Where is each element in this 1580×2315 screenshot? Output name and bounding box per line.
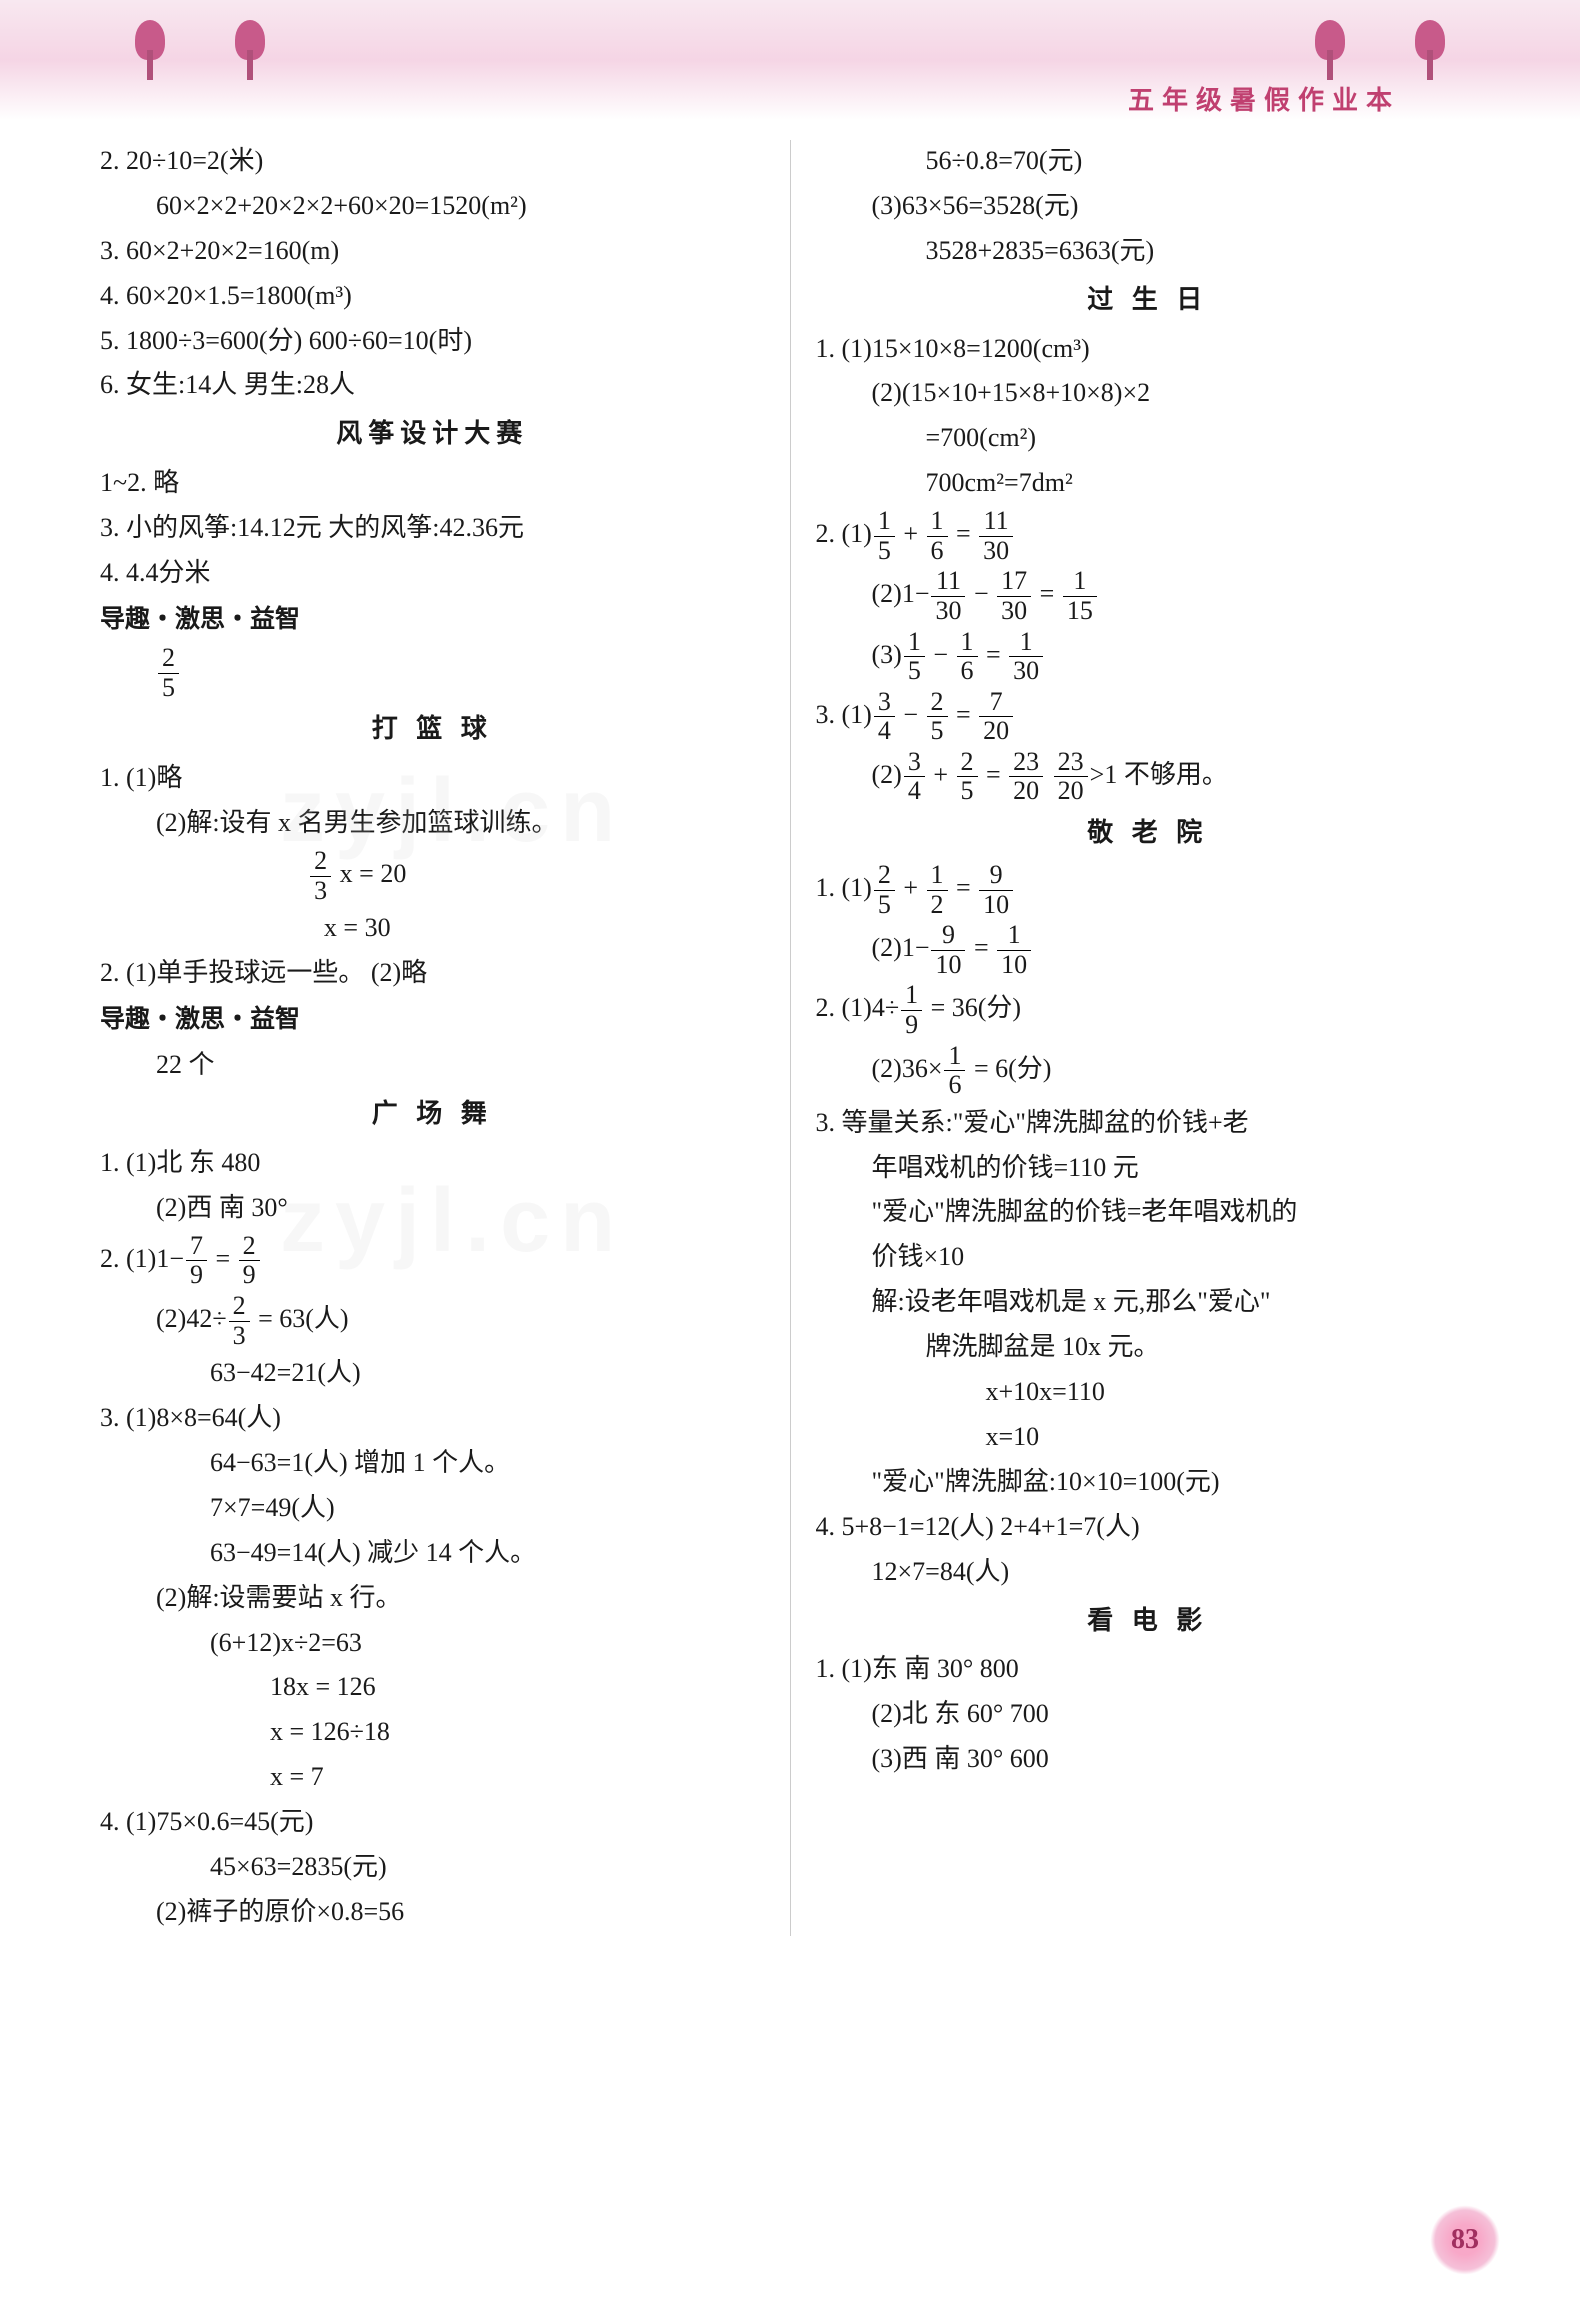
- text-line: 12×7=84(人): [816, 1551, 1481, 1594]
- page-header-title: 五年级暑假作业本: [1128, 80, 1400, 117]
- text-line: 5. 1800÷3=600(分) 600÷60=10(时): [100, 320, 765, 363]
- text-line: 56÷0.8=70(元): [816, 140, 1481, 183]
- equation-line: x = 30: [100, 907, 765, 950]
- text-line: 1~2. 略: [100, 462, 765, 505]
- text-line: 4. 60×20×1.5=1800(m³): [100, 275, 765, 318]
- text-line: (2)北 东 60° 700: [816, 1693, 1481, 1736]
- equation-line: 1. (1)25 + 12 = 910: [816, 861, 1481, 919]
- text-line: 解:设老年唱戏机是 x 元,那么"爱心": [816, 1281, 1481, 1324]
- text-line: 3. 等量关系:"爱心"牌洗脚盆的价钱+老: [816, 1102, 1481, 1145]
- section-heading: 广 场 舞: [100, 1093, 765, 1136]
- section-heading: 打 篮 球: [100, 708, 765, 751]
- tree-decoration: [1410, 20, 1450, 80]
- text-line: (2)裤子的原价×0.8=56: [100, 1891, 765, 1934]
- right-column: 56÷0.8=70(元) (3)63×56=3528(元) 3528+2835=…: [796, 140, 1501, 1936]
- text-line: 4. (1)75×0.6=45(元): [100, 1801, 765, 1844]
- equation-line: 2. (1)4÷19 = 36(分): [816, 981, 1481, 1039]
- tree-decoration: [1310, 20, 1350, 80]
- page-number-text: 83: [1451, 2224, 1479, 2256]
- text-line: 63−49=14(人) 减少 14 个人。: [100, 1532, 765, 1575]
- tree-decoration: [230, 20, 270, 80]
- text-line: (2)解:设需要站 x 行。: [100, 1577, 765, 1620]
- text-line: x+10x=110: [816, 1371, 1481, 1414]
- text-line: =700(cm²): [816, 417, 1481, 460]
- text-line: 18x = 126: [100, 1666, 765, 1709]
- equation-line: (2)1−1130 − 1730 = 115: [816, 567, 1481, 625]
- text-line: 3. (1)8×8=64(人): [100, 1397, 765, 1440]
- text-line: 年唱戏机的价钱=110 元: [816, 1147, 1481, 1190]
- fraction-line: 25: [100, 644, 765, 702]
- text-line: "爱心"牌洗脚盆:10×10=100(元): [816, 1461, 1481, 1504]
- text-line: 4. 5+8−1=12(人) 2+4+1=7(人): [816, 1506, 1481, 1549]
- text-line: 牌洗脚盆是 10x 元。: [816, 1326, 1481, 1369]
- text-line: 价钱×10: [816, 1236, 1481, 1279]
- page-number-badge: 83: [1430, 2205, 1500, 2275]
- section-heading: 风筝设计大赛: [100, 413, 765, 456]
- sub-heading: 导趣・激思・益智: [100, 599, 765, 640]
- text-line: 45×63=2835(元): [100, 1846, 765, 1889]
- text-line: 3528+2835=6363(元): [816, 230, 1481, 273]
- text-line: 3. 60×2+20×2=160(m): [100, 230, 765, 273]
- text-line: (2)解:设有 x 名男生参加篮球训练。: [100, 802, 765, 845]
- text-line: 1. (1)东 南 30° 800: [816, 1648, 1481, 1691]
- text-line: 1. (1)北 东 480: [100, 1142, 765, 1185]
- text-line: (2)西 南 30°: [100, 1187, 765, 1230]
- text-line: 64−63=1(人) 增加 1 个人。: [100, 1442, 765, 1485]
- equation-line: 23 x = 20: [100, 847, 765, 905]
- text-line: x = 126÷18: [100, 1711, 765, 1754]
- column-divider: [790, 140, 791, 1936]
- text-line: 6. 女生:14人 男生:28人: [100, 364, 765, 407]
- text-line: x=10: [816, 1416, 1481, 1459]
- section-heading: 过 生 日: [816, 279, 1481, 322]
- text-line: 3. 小的风筝:14.12元 大的风筝:42.36元: [100, 507, 765, 550]
- text-line: 2. (1)单手投球远一些。 (2)略: [100, 952, 765, 995]
- text-line: 2. 20÷10=2(米): [100, 140, 765, 183]
- equation-line: (2)36×16 = 6(分): [816, 1042, 1481, 1100]
- section-heading: 敬 老 院: [816, 812, 1481, 855]
- text-line: (6+12)x÷2=63: [100, 1622, 765, 1665]
- text-line: 1. (1)15×10×8=1200(cm³): [816, 328, 1481, 371]
- equation-line: 3. (1)34 − 25 = 720: [816, 688, 1481, 746]
- equation-line: 2. (1)15 + 16 = 1130: [816, 507, 1481, 565]
- text-line: 700cm²=7dm²: [816, 462, 1481, 505]
- text-line: (3)西 南 30° 600: [816, 1738, 1481, 1781]
- tree-decoration: [130, 20, 170, 80]
- sub-heading: 导趣・激思・益智: [100, 999, 765, 1040]
- equation-line: 2. (1)1−79 = 29: [100, 1232, 765, 1290]
- left-column: 2. 20÷10=2(米) 60×2×2+20×2×2+60×20=1520(m…: [80, 140, 785, 1936]
- content-area: 2. 20÷10=2(米) 60×2×2+20×2×2+60×20=1520(m…: [0, 120, 1580, 1976]
- text-line: x = 7: [100, 1756, 765, 1799]
- equation-line: (2)1−910 = 110: [816, 921, 1481, 979]
- text-line: 7×7=49(人): [100, 1487, 765, 1530]
- header-decoration: 五年级暑假作业本: [0, 0, 1580, 120]
- text-line: 60×2×2+20×2×2+60×20=1520(m²): [100, 185, 765, 228]
- text-line: 4. 4.4分米: [100, 552, 765, 595]
- equation-line: (2)34 + 25 = 2320 2320>1 不够用。: [816, 748, 1481, 806]
- text-line: 63−42=21(人): [100, 1352, 765, 1395]
- equation-line: (3)15 − 16 = 130: [816, 628, 1481, 686]
- text-line: (3)63×56=3528(元): [816, 185, 1481, 228]
- text-line: 22 个: [100, 1044, 765, 1087]
- text-line: 1. (1)略: [100, 757, 765, 800]
- section-heading: 看 电 影: [816, 1600, 1481, 1643]
- text-line: (2)(15×10+15×8+10×8)×2: [816, 372, 1481, 415]
- equation-line: (2)42÷23 = 63(人): [100, 1292, 765, 1350]
- text-line: "爱心"牌洗脚盆的价钱=老年唱戏机的: [816, 1191, 1481, 1234]
